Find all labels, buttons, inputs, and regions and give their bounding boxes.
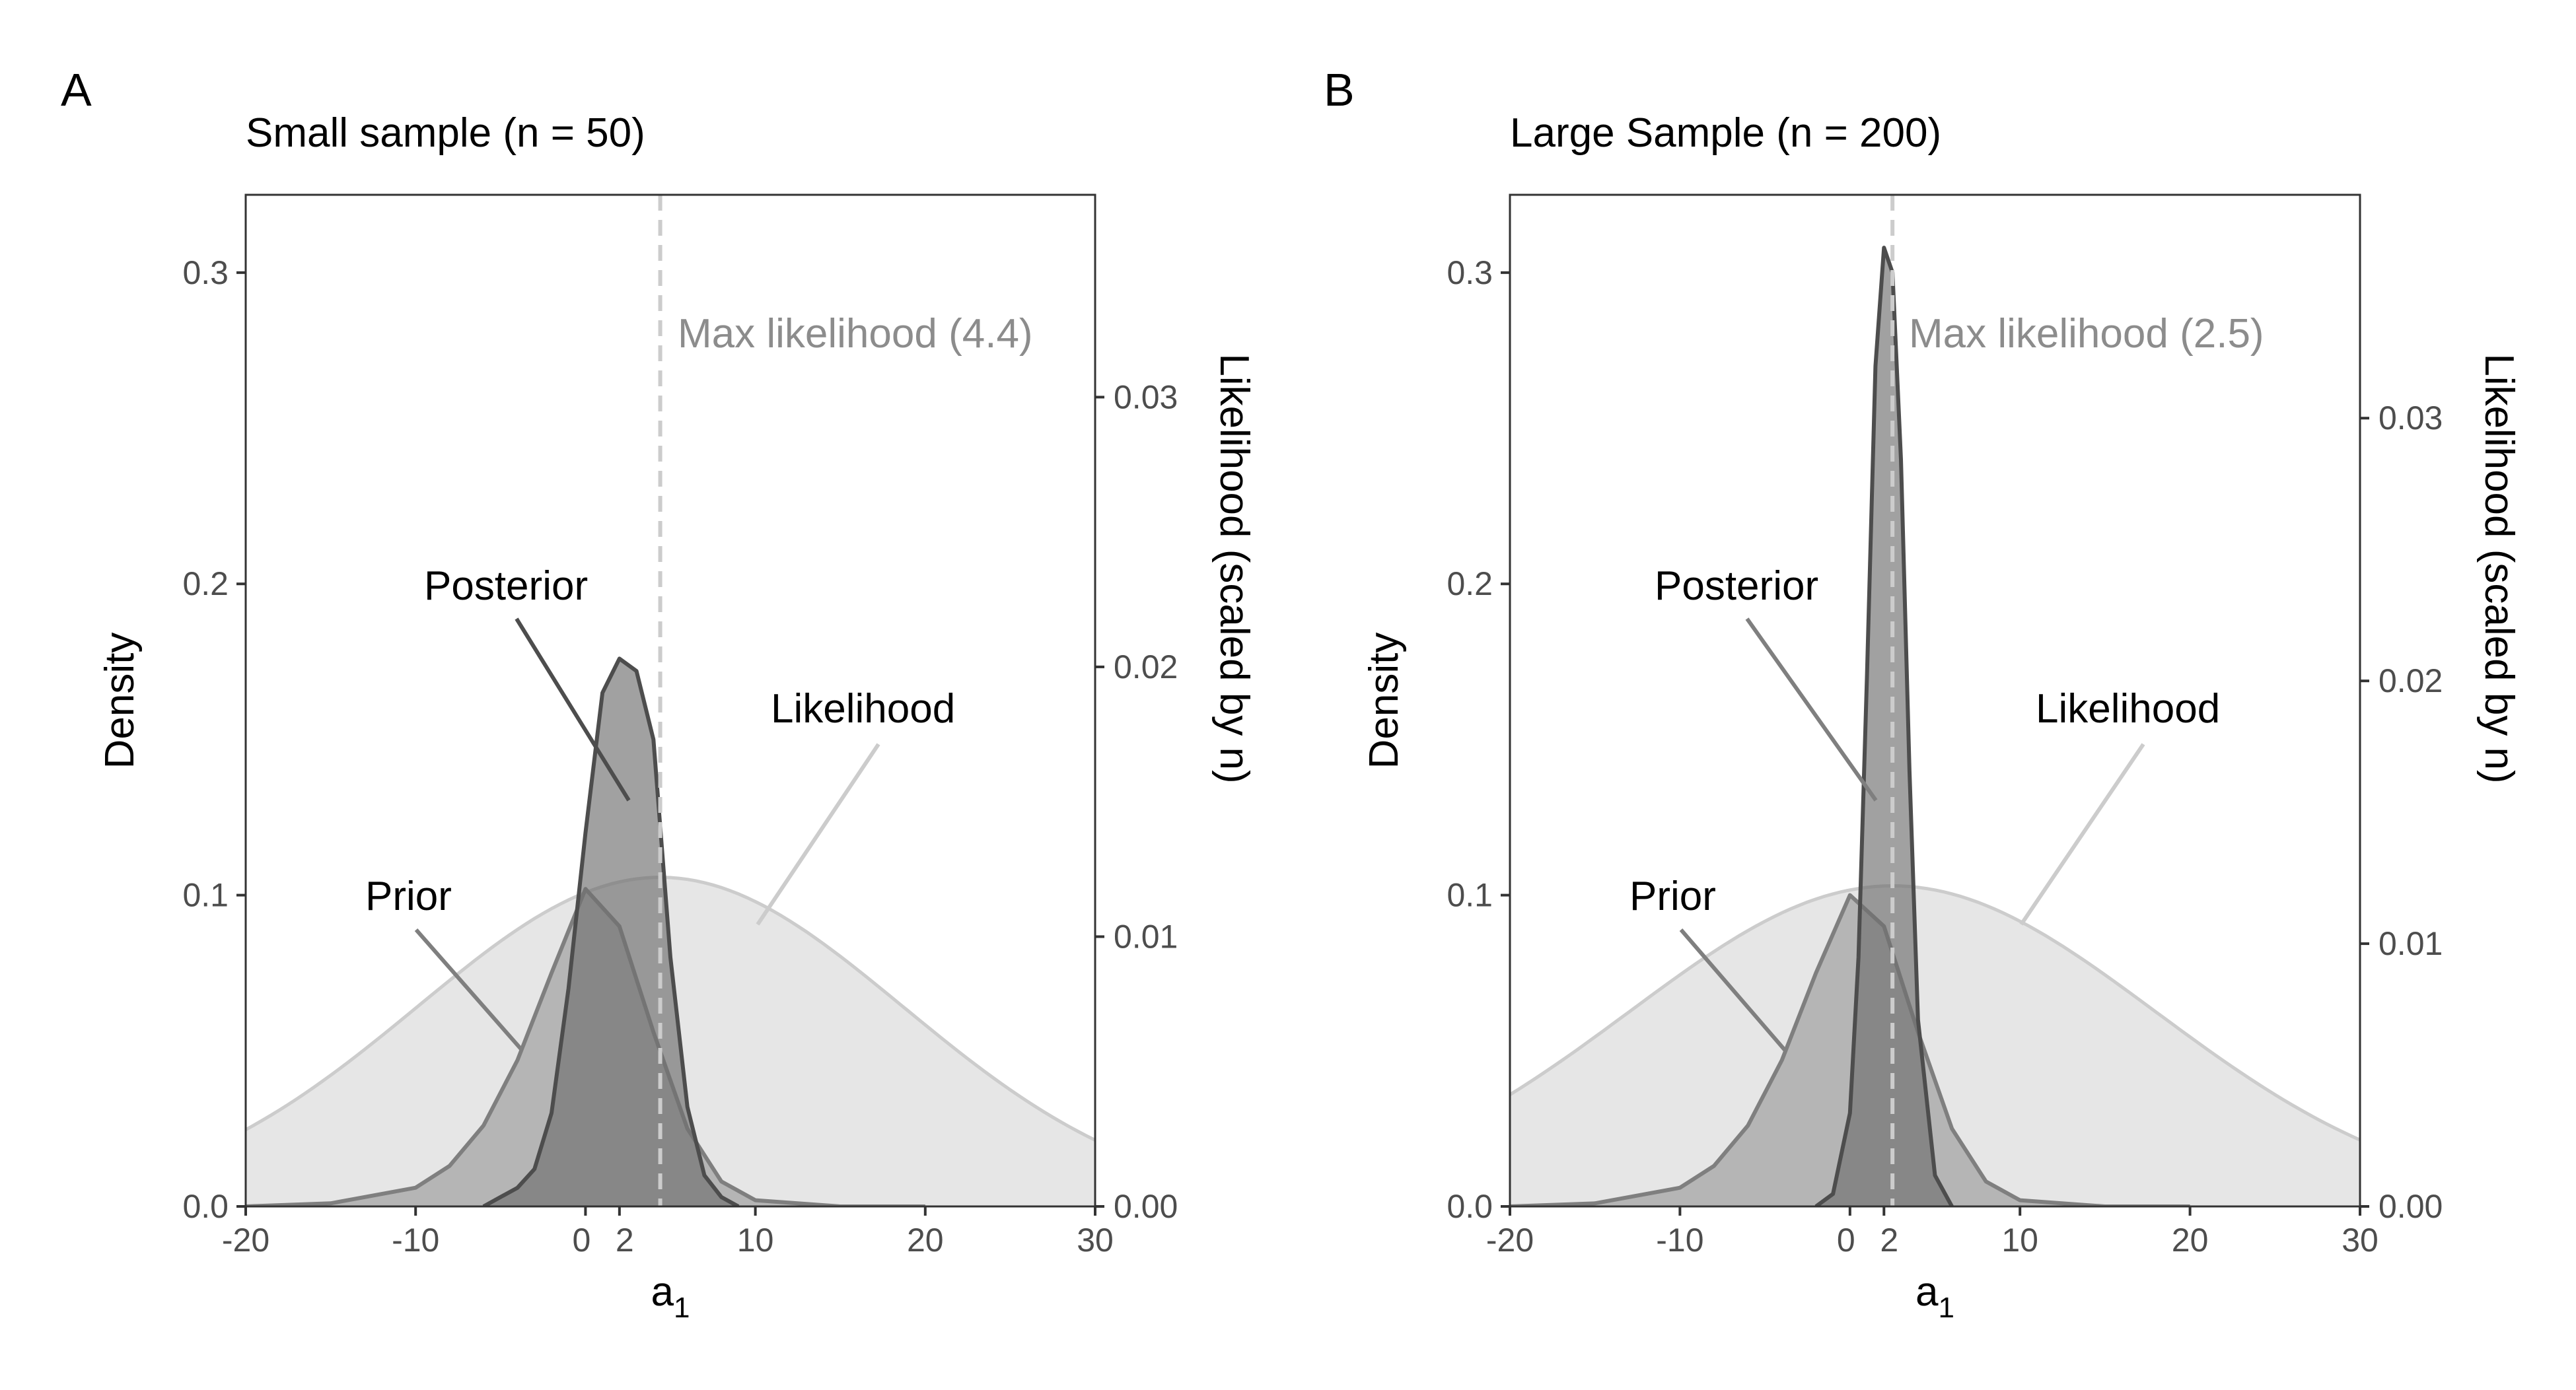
- y-tick-label: 0.1: [182, 877, 229, 914]
- likelihood-line: [246, 876, 1095, 1142]
- y-tick-label: 0.0: [1447, 1188, 1493, 1225]
- x-tick-label: 30: [1077, 1222, 1114, 1259]
- prior-area: [1510, 895, 2190, 1206]
- x-tick-label: -20: [222, 1222, 269, 1259]
- prior-label: Prior: [365, 874, 452, 919]
- posterior-leader-line: [515, 617, 631, 802]
- y2-tick-label: 0.02: [1114, 648, 1178, 685]
- y-axis-title: Density: [1361, 633, 1407, 769]
- y-tick-label: 0.3: [1447, 254, 1493, 291]
- x-axis-title-main: a: [1915, 1269, 1939, 1315]
- max-likelihood-label: Max likelihood (2.5): [1909, 311, 2264, 357]
- x-tick-label: 20: [2172, 1222, 2209, 1259]
- x-tick-label: -10: [1656, 1222, 1703, 1259]
- panel-border: [244, 193, 1096, 1208]
- y-tick-label: 0.2: [182, 565, 229, 602]
- x-tick-label: 2: [616, 1222, 634, 1259]
- plot-area: [1510, 246, 2360, 1206]
- y2-tick-label: 0.01: [2379, 925, 2443, 962]
- likelihood-line: [1510, 884, 2360, 1142]
- x-tick-label: -10: [392, 1222, 439, 1259]
- y2-axis-title: Likelihood (scaled by n): [2476, 353, 2522, 783]
- y2-axis-title: Likelihood (scaled by n): [1211, 353, 1257, 783]
- x-tick-label: 0: [1837, 1222, 1855, 1259]
- panel-title: Small sample (n = 50): [246, 110, 645, 156]
- panel-letter: A: [61, 64, 92, 116]
- y-tick-label: 0.1: [1447, 877, 1493, 914]
- x-tick-label: 30: [2342, 1222, 2379, 1259]
- x-tick-label: 20: [907, 1222, 944, 1259]
- likelihood-label: Likelihood: [2036, 686, 2220, 732]
- panel-border: [1509, 193, 2361, 1208]
- panel-title: Large Sample (n = 200): [1510, 110, 1941, 156]
- x-tick-label: 2: [1880, 1222, 1898, 1259]
- max-likelihood-label: Max likelihood (4.4): [678, 311, 1033, 357]
- y-tick-label: 0.3: [182, 254, 229, 291]
- y-axis-title: Density: [97, 633, 143, 769]
- prior-leader-line: [1679, 928, 1787, 1051]
- x-axis-title-subscript: 1: [1939, 1292, 1954, 1324]
- y2-tick-label: 0.03: [2379, 400, 2443, 436]
- x-tick-label: 10: [2001, 1222, 2038, 1259]
- likelihood-leader-line: [2019, 743, 2145, 926]
- x-axis-title-main: a: [651, 1269, 674, 1315]
- y-tick-label: 0.0: [182, 1188, 229, 1225]
- x-tick-label: 0: [572, 1222, 590, 1259]
- posterior-leader-line: [1745, 617, 1878, 802]
- likelihood-area: [1510, 886, 2360, 1206]
- y2-tick-label: 0.03: [1114, 378, 1178, 415]
- posterior-line: [1814, 246, 1954, 1206]
- panel-b: B Large Sample (n = 200) Max likelihood (2…: [1324, 64, 2522, 1324]
- x-axis-title-subscript: 1: [674, 1292, 690, 1324]
- posterior-line: [482, 656, 740, 1206]
- y-tick-label: 0.2: [1447, 565, 1493, 602]
- plot-area: [246, 656, 1095, 1206]
- x-tick-label: -20: [1486, 1222, 1534, 1259]
- prior-line: [1510, 893, 2190, 1206]
- y2-tick-label: 0.00: [1114, 1188, 1178, 1225]
- posterior-area: [1816, 248, 1952, 1206]
- posterior-area: [483, 658, 738, 1206]
- y2-tick-label: 0.01: [1114, 918, 1178, 955]
- panel-a: A Small sample (n = 50) Max likelihood (4.…: [61, 64, 1257, 1324]
- prior-leader-line: [414, 928, 524, 1051]
- x-axis-title: a1: [1915, 1269, 1954, 1324]
- y2-tick-label: 0.02: [2379, 662, 2443, 699]
- posterior-label: Posterior: [424, 563, 588, 609]
- likelihood-leader-line: [756, 743, 880, 926]
- x-tick-label: 10: [737, 1222, 774, 1259]
- panel-letter: B: [1324, 64, 1355, 116]
- likelihood-label: Likelihood: [771, 686, 955, 732]
- y2-tick-label: 0.00: [2379, 1188, 2443, 1225]
- x-axis-title: a1: [651, 1269, 690, 1324]
- prior-label: Prior: [1629, 874, 1716, 919]
- posterior-label: Posterior: [1655, 563, 1818, 609]
